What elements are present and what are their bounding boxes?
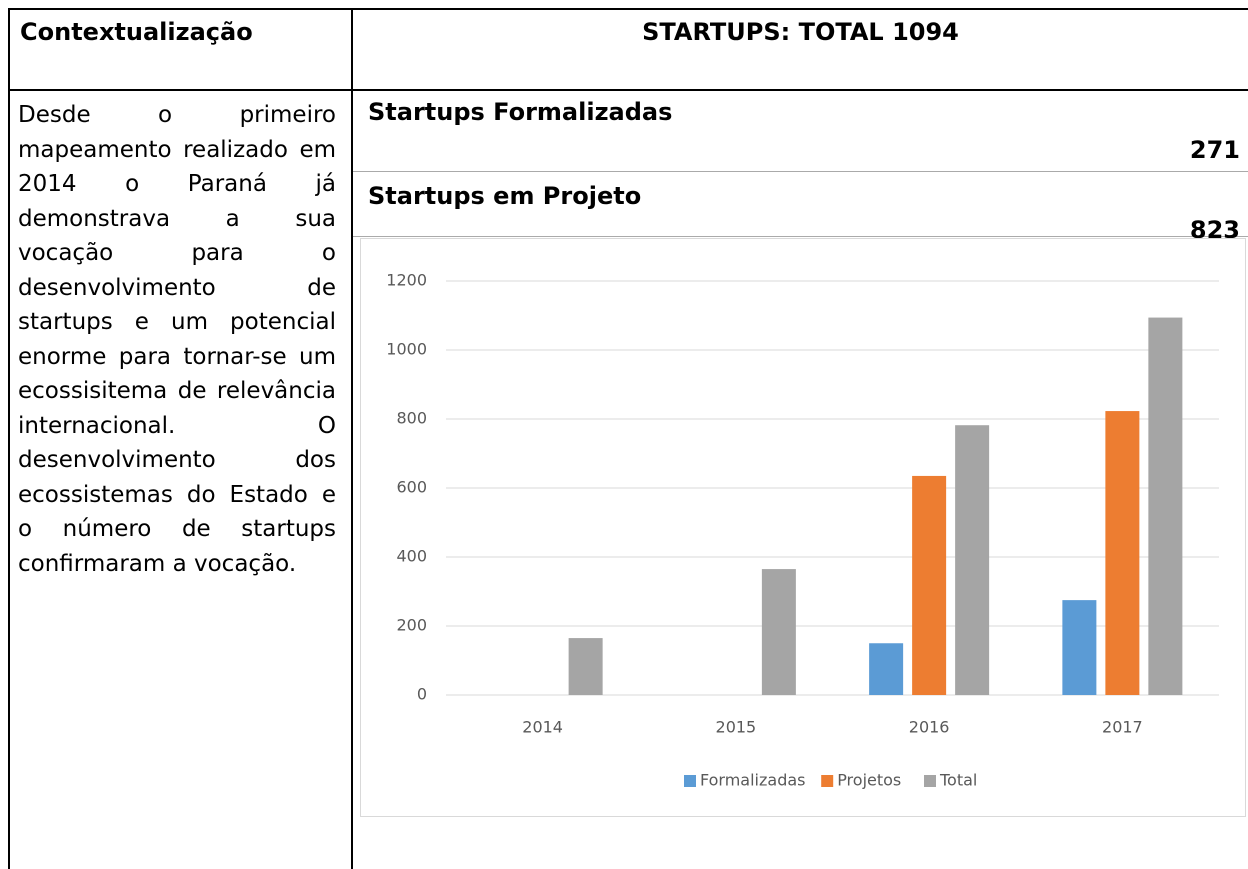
bar <box>568 638 603 695</box>
table-border-top <box>8 8 1248 10</box>
item-separator <box>353 236 1248 237</box>
bar <box>955 425 990 695</box>
y-tick-label: 600 <box>396 478 427 497</box>
item-value: 823 <box>1189 216 1240 244</box>
x-tick-label: 2015 <box>716 718 757 737</box>
bar <box>1148 317 1183 695</box>
bar <box>1105 411 1140 695</box>
item-value: 271 <box>1189 136 1240 164</box>
x-tick-label: 2016 <box>909 718 950 737</box>
x-tick-label: 2017 <box>1102 718 1143 737</box>
header-cell: STARTUPS: TOTAL 1094 <box>642 18 959 46</box>
y-tick-label: 0 <box>417 685 427 704</box>
table-border-left <box>8 8 10 869</box>
bar <box>869 643 904 695</box>
context-text: Desde o primeiro mapeamento realizado em… <box>18 102 336 577</box>
y-tick-label: 200 <box>396 616 427 635</box>
bar <box>761 569 796 695</box>
legend-swatch <box>684 775 696 787</box>
y-tick-label: 800 <box>396 409 427 428</box>
bar <box>1062 600 1097 695</box>
header-row-line <box>8 89 1248 91</box>
chart: 0 200 400 600 800 1000 1200 2014 2015 2016 2017 For… <box>360 238 1246 817</box>
bar <box>912 475 947 695</box>
item-label: Startups em Projeto <box>368 182 642 210</box>
item-separator <box>353 171 1248 172</box>
y-tick-label: 1200 <box>386 271 427 290</box>
y-tick-label: 400 <box>396 547 427 566</box>
legend-swatch <box>924 775 936 787</box>
y-tick-label: 1000 <box>386 340 427 359</box>
legend-swatch <box>821 775 834 787</box>
legend-label: Total <box>939 771 977 790</box>
x-tick-label: 2014 <box>522 718 563 737</box>
table-divider <box>351 8 353 869</box>
item-label: Startups Formalizadas <box>368 98 673 126</box>
header-cell: Contextualização <box>20 18 253 46</box>
legend-label: Projetos <box>837 771 901 790</box>
legend-label: Formalizadas <box>700 771 806 790</box>
